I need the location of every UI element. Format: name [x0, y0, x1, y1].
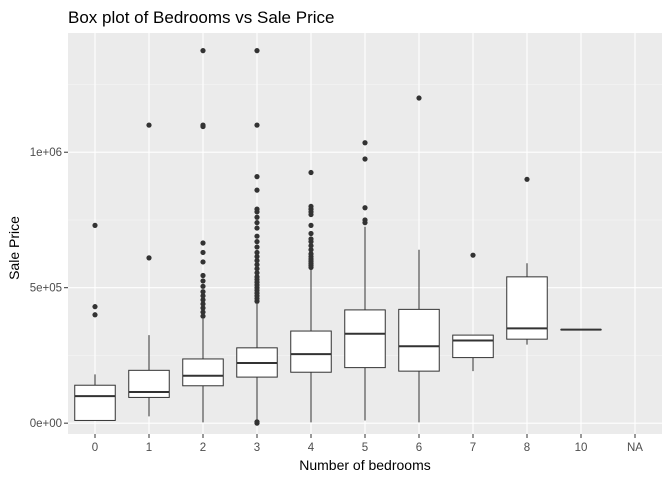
- outlier-point: [308, 230, 314, 237]
- outlier-point: [200, 297, 206, 303]
- outlier-point: [254, 253, 260, 260]
- x-tick-label: 7: [470, 442, 476, 454]
- box-body: [506, 276, 548, 340]
- x-tick-label: 8: [524, 442, 530, 454]
- outlier-point: [200, 301, 206, 307]
- outlier-point: [254, 48, 260, 54]
- y-tick-label: 5e+05: [30, 283, 62, 295]
- outlier-point: [200, 272, 206, 279]
- outlier-point: [362, 140, 368, 146]
- outlier-point: [308, 222, 314, 228]
- outlier-point: [200, 283, 206, 289]
- outlier-point: [200, 249, 206, 256]
- box-body: [452, 334, 494, 359]
- outlier-point: [92, 312, 98, 318]
- outlier-point: [200, 309, 206, 315]
- y-axis-title: Sale Price: [6, 216, 22, 280]
- outlier-point: [362, 205, 368, 211]
- x-tick-label: NA: [627, 442, 643, 454]
- x-axis-title: Number of bedrooms: [299, 457, 431, 473]
- outlier-point: [254, 262, 260, 268]
- outlier-point: [200, 278, 206, 284]
- outlier-point: [200, 240, 206, 246]
- outlier-point: [254, 419, 260, 425]
- outlier-point: [254, 220, 260, 226]
- box-4: [290, 169, 332, 423]
- outlier-point: [524, 176, 530, 182]
- outlier-point: [200, 122, 206, 128]
- box-0: [74, 222, 116, 421]
- box-body: [74, 384, 116, 421]
- outlier-point: [254, 187, 260, 193]
- outlier-point: [200, 48, 206, 54]
- x-axis-ticks: 0 1 2 3 4 5 6 7 8 10 NA: [92, 434, 643, 454]
- x-tick-label: 10: [575, 442, 588, 454]
- outlier-point: [470, 252, 476, 258]
- outlier-point: [146, 122, 152, 128]
- outlier-point: [254, 214, 260, 220]
- x-tick-label: 3: [254, 442, 260, 454]
- outlier-point: [200, 293, 206, 299]
- outlier-point: [200, 289, 206, 295]
- x-tick-label: 0: [92, 442, 98, 454]
- box-1: [128, 122, 170, 417]
- outlier-point: [200, 259, 206, 265]
- box-body: [290, 330, 332, 373]
- outlier-point: [308, 243, 314, 249]
- outlier-point: [308, 169, 314, 176]
- outlier-point: [254, 174, 260, 180]
- y-tick-label: 1e+06: [30, 147, 62, 159]
- outlier-point: [200, 305, 206, 311]
- outlier-point: [416, 95, 422, 101]
- box-body: [398, 308, 440, 372]
- outlier-point: [254, 249, 260, 256]
- box-2: [182, 48, 224, 423]
- box-5: [344, 140, 386, 421]
- outlier-point: [254, 266, 260, 272]
- x-tick-label: 2: [200, 442, 206, 454]
- box-body: [128, 369, 170, 398]
- outlier-point: [254, 270, 260, 276]
- outlier-point: [254, 225, 260, 231]
- outlier-point: [254, 122, 260, 128]
- outlier-point: [362, 217, 368, 223]
- outlier-point: [254, 233, 260, 239]
- outlier-point: [254, 244, 260, 250]
- outlier-point: [254, 257, 260, 264]
- x-tick-label: 6: [416, 442, 422, 454]
- outlier-point: [308, 251, 314, 257]
- outlier-point: [308, 203, 314, 210]
- box-3: [236, 48, 278, 426]
- outlier-point: [200, 313, 206, 319]
- box-6: [398, 95, 440, 423]
- outlier-point: [308, 236, 314, 242]
- x-tick-label: 5: [362, 442, 368, 454]
- outlier-point: [362, 156, 368, 162]
- y-axis-ticks: 0e+00 5e+05 1e+06: [30, 147, 68, 430]
- box-body: [182, 358, 224, 387]
- outlier-point: [92, 222, 98, 228]
- outlier-point: [92, 304, 98, 310]
- boxes-layer: [74, 48, 602, 426]
- chart-title: Box plot of Bedrooms vs Sale Price: [68, 8, 334, 27]
- y-tick-label: 0e+00: [30, 418, 62, 430]
- x-tick-label: 1: [146, 442, 152, 454]
- box-8: [506, 176, 548, 345]
- outlier-point: [254, 274, 260, 280]
- outlier-point: [146, 255, 152, 261]
- outlier-point: [254, 239, 260, 245]
- outlier-point: [254, 206, 260, 212]
- outlier-point: [308, 247, 314, 253]
- box-7: [452, 252, 494, 372]
- box-body: [344, 309, 386, 369]
- x-tick-label: 4: [308, 442, 315, 454]
